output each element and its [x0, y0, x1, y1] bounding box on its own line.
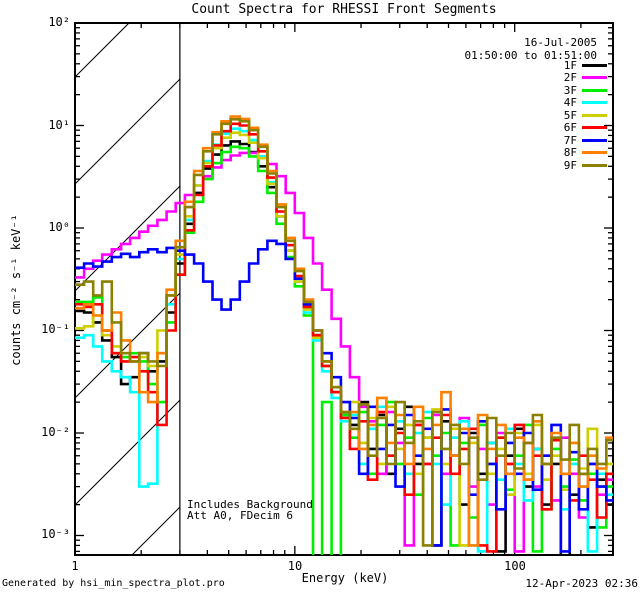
annotation-attenuator: Att A0, FDecim 6 — [187, 509, 293, 522]
legend-swatch-7f — [582, 138, 607, 142]
legend-label-7f: 7F — [563, 133, 577, 147]
legend-entry-5f: 5F — [563, 108, 607, 122]
legend-entry-2f: 2F — [563, 71, 607, 84]
legend-swatch-9f — [582, 163, 607, 167]
legend-label-1f: 1F — [563, 58, 577, 72]
x-tick-label-1: 1 — [71, 559, 79, 573]
legend-date: 16-Jul-2005 — [524, 36, 597, 49]
hatch-region — [75, 23, 181, 555]
legend-label-6f: 6F — [563, 121, 577, 134]
legend-label-9f: 9F — [563, 158, 577, 172]
plot-title: Count Spectra for RHESSI Front Segments — [191, 2, 497, 17]
legend-swatch-4f — [582, 101, 607, 104]
legend-entry-1f: 1F — [563, 58, 607, 72]
legend-label-3f: 3F — [563, 83, 577, 97]
legend-swatch-8f — [582, 151, 607, 154]
x-tick-label-100: 100 — [504, 559, 526, 573]
series-9f — [75, 118, 613, 547]
legend-entry-7f: 7F — [563, 133, 607, 147]
legend-time-range: 01:50:00 to 01:51:00 — [464, 49, 597, 62]
y-tick-label-100: 10² — [48, 15, 70, 29]
footer-timestamp: 12-Apr-2023 02:36 — [525, 577, 638, 590]
legend-swatch-1f — [582, 63, 607, 67]
legend-label-5f: 5F — [563, 108, 577, 122]
legend-swatch-3f — [582, 88, 607, 92]
legend-entry-4f: 4F — [563, 96, 607, 109]
y-tick-label-1: 10⁰ — [48, 220, 70, 234]
legend-swatch-2f — [582, 76, 607, 79]
legend-entry-8f: 8F — [563, 146, 607, 159]
x-tick-label-10: 10 — [287, 559, 303, 573]
legend-swatch-6f — [582, 126, 607, 129]
legend-entry-6f: 6F — [563, 121, 607, 134]
legend-label-8f: 8F — [563, 146, 577, 159]
legend-entry-9f: 9F — [563, 158, 607, 172]
y-tick-label-10: 10¹ — [48, 118, 70, 132]
x-axis-label: Energy (keV) — [301, 571, 389, 585]
annotation-background: Includes Background — [187, 498, 313, 511]
footer-generator: Generated by hsi_min_spectra_plot.pro — [2, 578, 225, 589]
y-tick-label-0p01: 10⁻² — [41, 425, 70, 439]
axes-frame — [74, 22, 614, 556]
legend-label-2f: 2F — [563, 71, 577, 84]
legend-swatch-5f — [582, 113, 607, 117]
legend-entry-3f: 3F — [563, 83, 607, 97]
y-tick-label-0p001: 10⁻³ — [41, 527, 70, 541]
legend-label-4f: 4F — [563, 96, 577, 109]
y-tick-label-0p1: 10⁻¹ — [41, 322, 70, 336]
